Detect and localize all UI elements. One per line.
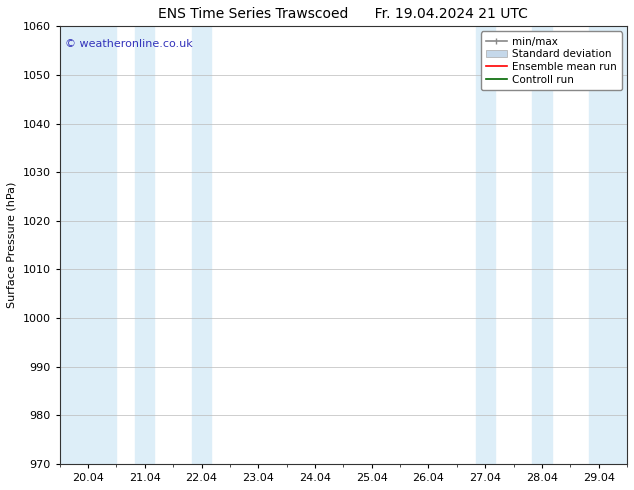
Text: © weatheronline.co.uk: © weatheronline.co.uk <box>65 39 193 49</box>
Legend: min/max, Standard deviation, Ensemble mean run, Controll run: min/max, Standard deviation, Ensemble me… <box>481 31 622 90</box>
Bar <box>192 26 211 464</box>
Bar <box>476 26 495 464</box>
Bar <box>533 26 552 464</box>
Bar <box>60 26 117 464</box>
Bar <box>135 26 155 464</box>
Y-axis label: Surface Pressure (hPa): Surface Pressure (hPa) <box>7 182 17 308</box>
Bar <box>589 26 627 464</box>
Title: ENS Time Series Trawscoed      Fr. 19.04.2024 21 UTC: ENS Time Series Trawscoed Fr. 19.04.2024… <box>158 7 528 21</box>
